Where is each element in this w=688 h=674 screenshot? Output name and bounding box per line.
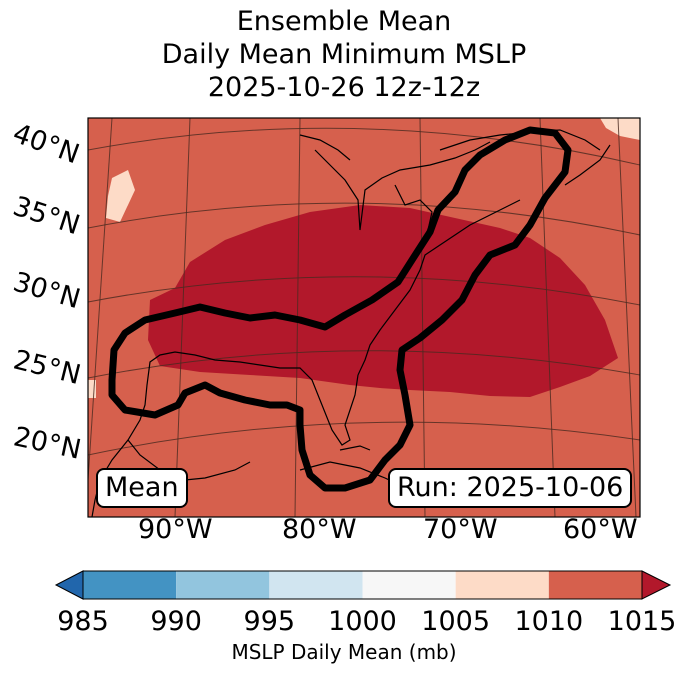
map-frame [87,117,641,518]
colorbar-extend-max [641,570,672,600]
colorbar-tick-label: 990 [150,606,202,637]
colorbar-tick-label: 1005 [421,606,491,637]
colorbar-label: MSLP Daily Mean (mb) [231,640,457,664]
colorbar [54,570,672,600]
map-panel [88,118,640,517]
colorbar-segment [362,571,456,599]
colorbar-tick-label: 1000 [328,606,397,637]
colorbar-segment [455,571,549,599]
colorbar-segment [83,571,177,599]
longitude-gridlines [88,118,637,517]
high-pressure-patch [600,118,640,140]
title-line-2: Daily Mean Minimum MSLP [161,39,527,70]
colorbar-segment [176,571,270,599]
colorbar-tick-label: 995 [243,606,296,637]
colorbar-segment [269,571,363,599]
run-date-box: Run: 2025-10-06 [388,468,633,508]
colorbar-tick-label: 985 [57,606,109,637]
ensemble-mean-contour [108,126,572,492]
latitude-gridlines [88,127,640,456]
lon-label-90w: 90°W [138,514,213,545]
lon-label-60w: 60°W [563,514,638,545]
colorbar-tick-label: 1010 [514,606,584,637]
title-line-1: Ensemble Mean [236,6,452,37]
colorbar-segment [548,571,642,599]
colorbar-tick-label: 1015 [607,606,677,637]
lon-label-80w: 80°W [282,514,357,545]
mean-label-box: Mean [96,468,188,508]
high-pressure-patch [106,170,135,222]
colorbar-outline [82,570,643,600]
lon-label-70w: 70°W [423,514,498,545]
title-line-3: 2025-10-26 12z-12z [207,72,481,103]
colorbar-extend-min [54,570,84,600]
